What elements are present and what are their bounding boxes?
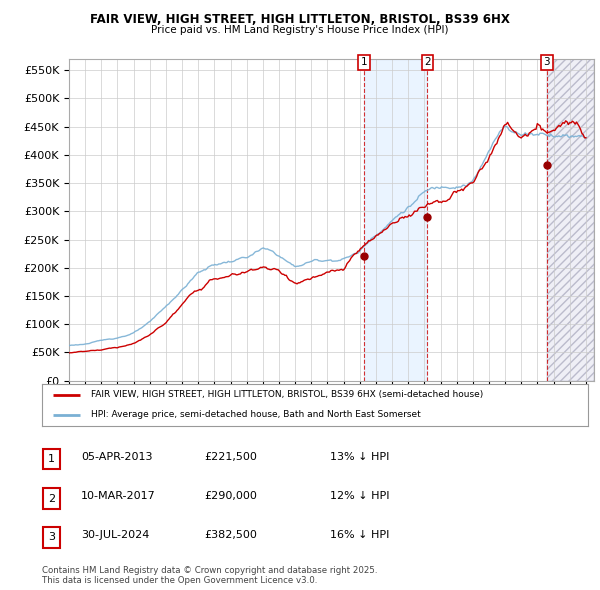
Text: 12% ↓ HPI: 12% ↓ HPI (330, 491, 389, 501)
Text: £382,500: £382,500 (204, 530, 257, 540)
Text: £221,500: £221,500 (204, 452, 257, 461)
Text: 30-JUL-2024: 30-JUL-2024 (81, 530, 149, 540)
Text: 1: 1 (361, 57, 367, 67)
Text: 3: 3 (544, 57, 550, 67)
Text: Contains HM Land Registry data © Crown copyright and database right 2025.
This d: Contains HM Land Registry data © Crown c… (42, 566, 377, 585)
Text: 05-APR-2013: 05-APR-2013 (81, 452, 152, 461)
Text: 2: 2 (48, 494, 55, 503)
Bar (547, 59, 594, 381)
Bar (547, 59, 594, 381)
Text: FAIR VIEW, HIGH STREET, HIGH LITTLETON, BRISTOL, BS39 6HX: FAIR VIEW, HIGH STREET, HIGH LITTLETON, … (90, 13, 510, 26)
Text: 10-MAR-2017: 10-MAR-2017 (81, 491, 156, 501)
Text: HPI: Average price, semi-detached house, Bath and North East Somerset: HPI: Average price, semi-detached house,… (91, 410, 421, 419)
Text: Price paid vs. HM Land Registry's House Price Index (HPI): Price paid vs. HM Land Registry's House … (151, 25, 449, 35)
Text: 16% ↓ HPI: 16% ↓ HPI (330, 530, 389, 540)
Text: £290,000: £290,000 (204, 491, 257, 501)
Text: 13% ↓ HPI: 13% ↓ HPI (330, 452, 389, 461)
Bar (364, 59, 427, 381)
Text: FAIR VIEW, HIGH STREET, HIGH LITTLETON, BRISTOL, BS39 6HX (semi-detached house): FAIR VIEW, HIGH STREET, HIGH LITTLETON, … (91, 391, 484, 399)
Text: 1: 1 (48, 454, 55, 464)
Text: 2: 2 (424, 57, 431, 67)
Text: 3: 3 (48, 533, 55, 542)
